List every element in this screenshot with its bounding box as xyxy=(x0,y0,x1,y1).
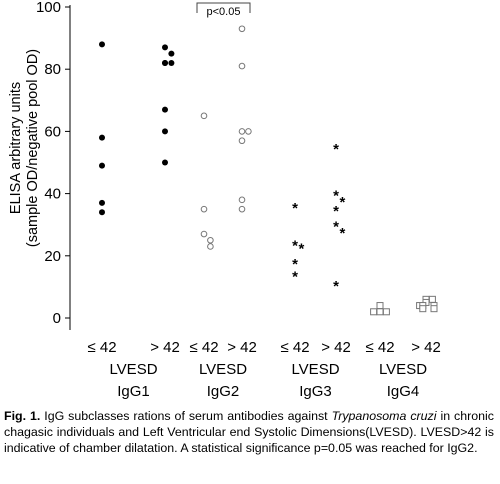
group-axis-label: LVESD xyxy=(109,361,157,378)
point-open-circle xyxy=(238,137,246,145)
caption-text-2: in chronic chagasic individuals and Left… xyxy=(4,409,494,455)
y-tick-label: 60 xyxy=(44,123,61,140)
point-open-circle xyxy=(238,128,246,135)
point-open-circle xyxy=(207,243,214,250)
x-category-label: ≤ 42 xyxy=(87,339,116,356)
point-open-square xyxy=(428,295,436,303)
point-open-circle xyxy=(245,128,252,135)
x-category-label: ≤ 42 xyxy=(280,339,309,356)
point-star: * xyxy=(333,188,339,205)
data-points: ** ***** *** ** xyxy=(99,25,438,316)
point-open-circle xyxy=(200,205,208,213)
point-star: * xyxy=(333,219,339,236)
figure-label: Fig. 1. xyxy=(4,409,41,423)
y-tick-label: 20 xyxy=(44,248,61,265)
point-open-square xyxy=(419,305,427,313)
point-star: * xyxy=(292,237,298,254)
point-open-square xyxy=(376,302,384,310)
y-tick-label: 100 xyxy=(36,0,61,16)
point-filled-circle xyxy=(168,59,175,66)
point-star: * xyxy=(333,203,339,220)
point-filled-circle xyxy=(99,162,105,169)
point-open-square xyxy=(376,308,384,316)
point-star: * xyxy=(298,240,304,257)
y-tick-label: 0 xyxy=(53,310,61,327)
x-category-label: ≤ 42 xyxy=(189,339,218,356)
y-tick-label: 40 xyxy=(44,186,61,203)
point-star: * xyxy=(333,141,339,158)
point-filled-circle xyxy=(162,159,168,166)
bracket-line xyxy=(196,2,251,13)
y-tick-label: 80 xyxy=(44,61,61,78)
caption-text-1: IgG subclasses rations of serum antibodi… xyxy=(40,409,332,423)
x-category-label: > 42 xyxy=(150,339,180,356)
significance-label: p<0.05 xyxy=(207,6,241,18)
point-star: * xyxy=(339,225,345,242)
x-axis-labels: ≤ 42 > 42 ≤ 42 > 42 ≤ 42 > 42 ≤ 42 > 42 LVESD IgG… xyxy=(87,339,440,400)
point-open-circle xyxy=(238,196,246,204)
point-filled-circle xyxy=(162,106,168,113)
point-open-circle xyxy=(238,25,246,33)
point-filled-circle xyxy=(162,128,168,135)
group-axis-label: LVESD xyxy=(199,361,247,378)
x-category-label: > 42 xyxy=(321,339,351,356)
x-category-label: > 42 xyxy=(227,339,257,356)
subclass-label: IgG1 xyxy=(117,383,150,400)
y-axis-label: ELISA arbitrary units (sample OD/negative… xyxy=(8,49,41,247)
point-star: * xyxy=(292,200,298,217)
point-open-circle xyxy=(238,62,246,70)
group-axis-label: LVESD xyxy=(379,361,427,378)
y-axis-label-line1: ELISA arbitrary units xyxy=(8,82,24,214)
point-filled-circle xyxy=(168,50,175,57)
point-filled-circle xyxy=(99,199,105,206)
significance-bracket: p<0.05 xyxy=(196,2,251,18)
point-open-circle xyxy=(238,205,246,213)
caption-species: Trypanosoma cruzi xyxy=(331,409,437,423)
point-open-square xyxy=(430,305,438,313)
group-axis-label: LVESD xyxy=(291,361,339,378)
point-filled-circle xyxy=(162,44,168,51)
point-filled-circle xyxy=(99,134,105,141)
point-star: * xyxy=(292,256,298,273)
figure-caption: Fig. 1. IgG subclasses rations of serum … xyxy=(4,408,494,456)
x-category-label: ≤ 42 xyxy=(365,339,394,356)
point-open-circle xyxy=(200,112,208,120)
subclass-label: IgG2 xyxy=(207,383,240,400)
point-star: * xyxy=(339,194,345,211)
point-open-square xyxy=(382,308,390,316)
y-axis-label-line2: (sample OD/negative pool OD) xyxy=(25,49,41,247)
axes: 0 20 40 60 80 100 xyxy=(36,0,71,330)
point-open-circle xyxy=(207,236,214,244)
point-filled-circle xyxy=(162,59,168,66)
point-filled-circle xyxy=(99,41,105,48)
point-filled-circle xyxy=(99,209,105,216)
point-open-square xyxy=(370,308,378,316)
point-open-circle xyxy=(200,230,208,238)
point-star: * xyxy=(292,268,298,285)
subclass-label: IgG3 xyxy=(299,383,332,400)
subclass-label: IgG4 xyxy=(387,383,420,400)
x-category-label: > 42 xyxy=(411,339,441,356)
scatter-chart: 0 20 40 60 80 100 ELISA arbitrary units (sampl… xyxy=(8,0,441,400)
point-star: * xyxy=(333,278,339,295)
